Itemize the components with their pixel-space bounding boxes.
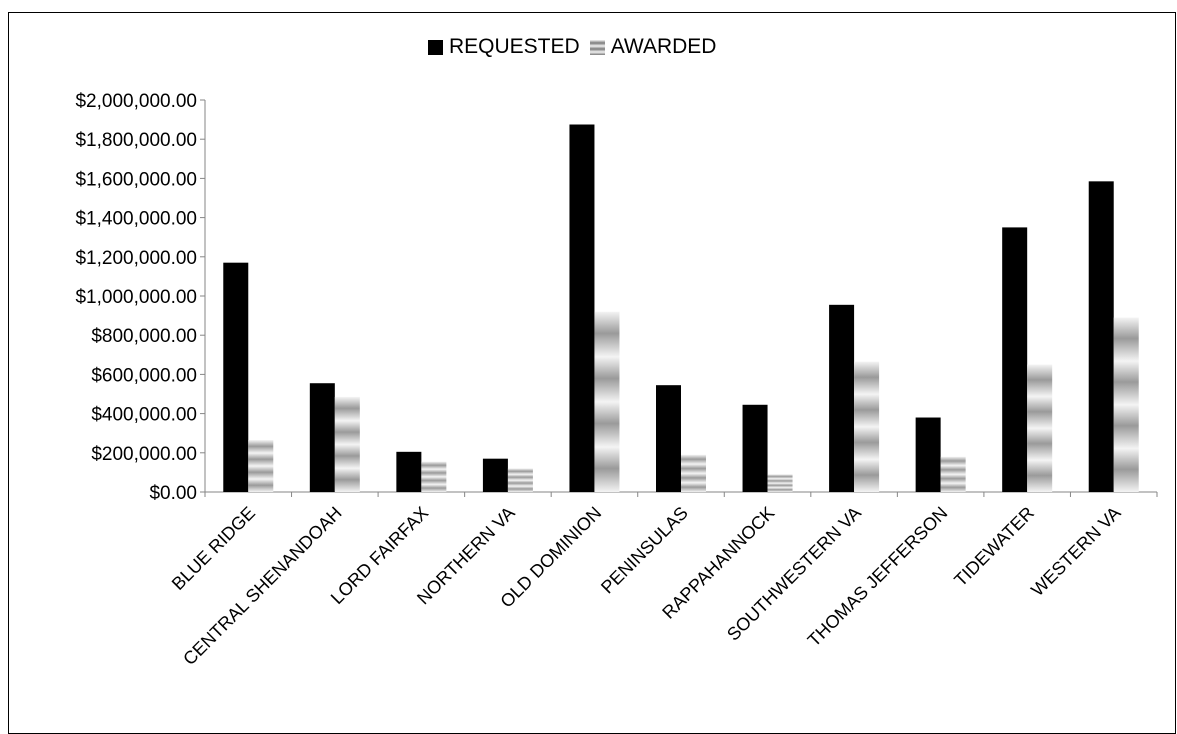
bar-requested (656, 385, 681, 492)
y-tick-label: $2,000,000.00 (75, 91, 197, 112)
bar-awarded (421, 461, 447, 492)
bar-requested (829, 304, 855, 492)
x-tick-label: WESTERN VA (1027, 503, 1124, 600)
bar-awarded (767, 474, 793, 492)
bar-requested (915, 417, 941, 492)
bar-awarded (1113, 317, 1139, 492)
y-tick-label: $1,400,000.00 (75, 209, 197, 230)
bar-requested (1002, 227, 1028, 492)
legend-item-requested: REQUESTED (428, 35, 580, 59)
x-tick-label: CENTRAL SHENANDOAH (179, 503, 345, 669)
bar-awarded (507, 468, 533, 492)
x-tick-label: THOMAS JEFFERSON (804, 503, 952, 651)
y-tick-label: $800,000.00 (91, 326, 197, 347)
legend-swatch-awarded (589, 39, 605, 55)
y-tick-label: $1,200,000.00 (75, 248, 197, 269)
legend-label-requested: REQUESTED (449, 35, 580, 58)
y-tick-label: $1,800,000.00 (75, 130, 197, 151)
bar-awarded (940, 456, 966, 492)
bar-requested (1088, 181, 1114, 492)
bar-requested (482, 458, 508, 492)
y-tick-label: $200,000.00 (91, 444, 197, 465)
legend-label-awarded: AWARDED (610, 35, 717, 58)
bar-awarded (334, 396, 360, 492)
bar-awarded (681, 454, 706, 492)
bar-awarded (1027, 364, 1053, 492)
x-tick-label: PENINSULAS (597, 503, 692, 598)
y-tick-label: $1,000,000.00 (75, 287, 197, 308)
x-tick-label: TIDEWATER (950, 503, 1038, 591)
chart-legend: REQUESTED AWARDED (428, 34, 716, 60)
y-tick-label: $400,000.00 (91, 405, 197, 426)
legend-item-awarded: AWARDED (589, 35, 717, 59)
legend-swatch-requested (428, 39, 443, 55)
y-tick-label: $1,600,000.00 (75, 169, 197, 190)
bar-awarded (854, 361, 880, 492)
bar-requested (396, 451, 422, 492)
bar-awarded (594, 311, 620, 492)
bar-awarded (248, 440, 274, 492)
bar-requested (223, 262, 249, 492)
bar-requested (569, 124, 595, 492)
y-tick-label: $600,000.00 (91, 365, 197, 386)
y-tick-label: $0.00 (149, 483, 197, 504)
bar-requested (742, 404, 768, 492)
bar-requested (309, 383, 335, 492)
x-tick-label: BLUE RIDGE (168, 503, 259, 594)
